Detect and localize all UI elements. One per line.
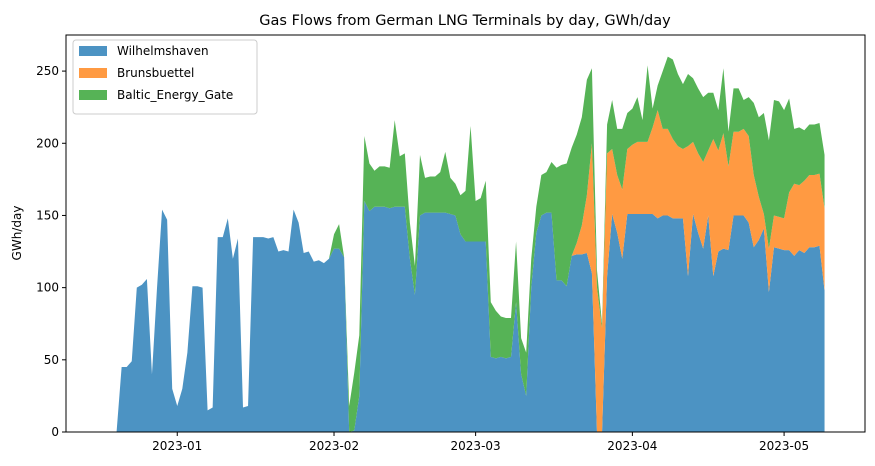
y-tick-label: 0	[51, 425, 59, 439]
y-tick-label: 150	[36, 208, 59, 222]
y-tick-label: 100	[36, 281, 59, 295]
area-series-wilhelmshaven	[116, 201, 825, 432]
legend-label: Wilhelmshaven	[117, 44, 209, 58]
plot-frame	[65, 34, 866, 433]
chart-title: Gas Flows from German LNG Terminals by d…	[259, 13, 671, 29]
y-tick-label: 200	[36, 136, 59, 150]
legend-swatch	[79, 46, 107, 56]
legend-swatch	[79, 90, 107, 100]
area-series-baltic-energy-gate	[328, 56, 825, 433]
x-tick-label: 2023-02	[309, 439, 359, 453]
x-axis: 2023-01 2023-02 2023-03 2023-04 2023-05	[152, 432, 809, 453]
y-axis: 0 50 100 150 200 250	[36, 64, 66, 439]
x-tick-label: 2023-03	[451, 439, 501, 453]
legend: Wilhelmshaven Brunsbuettel Baltic_Energy_G…	[72, 39, 258, 115]
x-tick-label: 2023-04	[607, 439, 657, 453]
legend-box	[72, 39, 258, 115]
legend-label: Brunsbuettel	[117, 66, 194, 80]
y-tick-label: 250	[36, 64, 59, 78]
legend-label: Baltic_Energy_Gate	[117, 88, 233, 102]
y-axis-label: GWh/day	[10, 206, 24, 261]
x-tick-label: 2023-01	[152, 439, 202, 453]
y-tick-label: 50	[44, 353, 59, 367]
legend-swatch	[79, 68, 107, 78]
x-tick-label: 2023-05	[759, 439, 809, 453]
area-series-brunsbuettel	[571, 110, 825, 432]
plot-area	[116, 56, 825, 433]
